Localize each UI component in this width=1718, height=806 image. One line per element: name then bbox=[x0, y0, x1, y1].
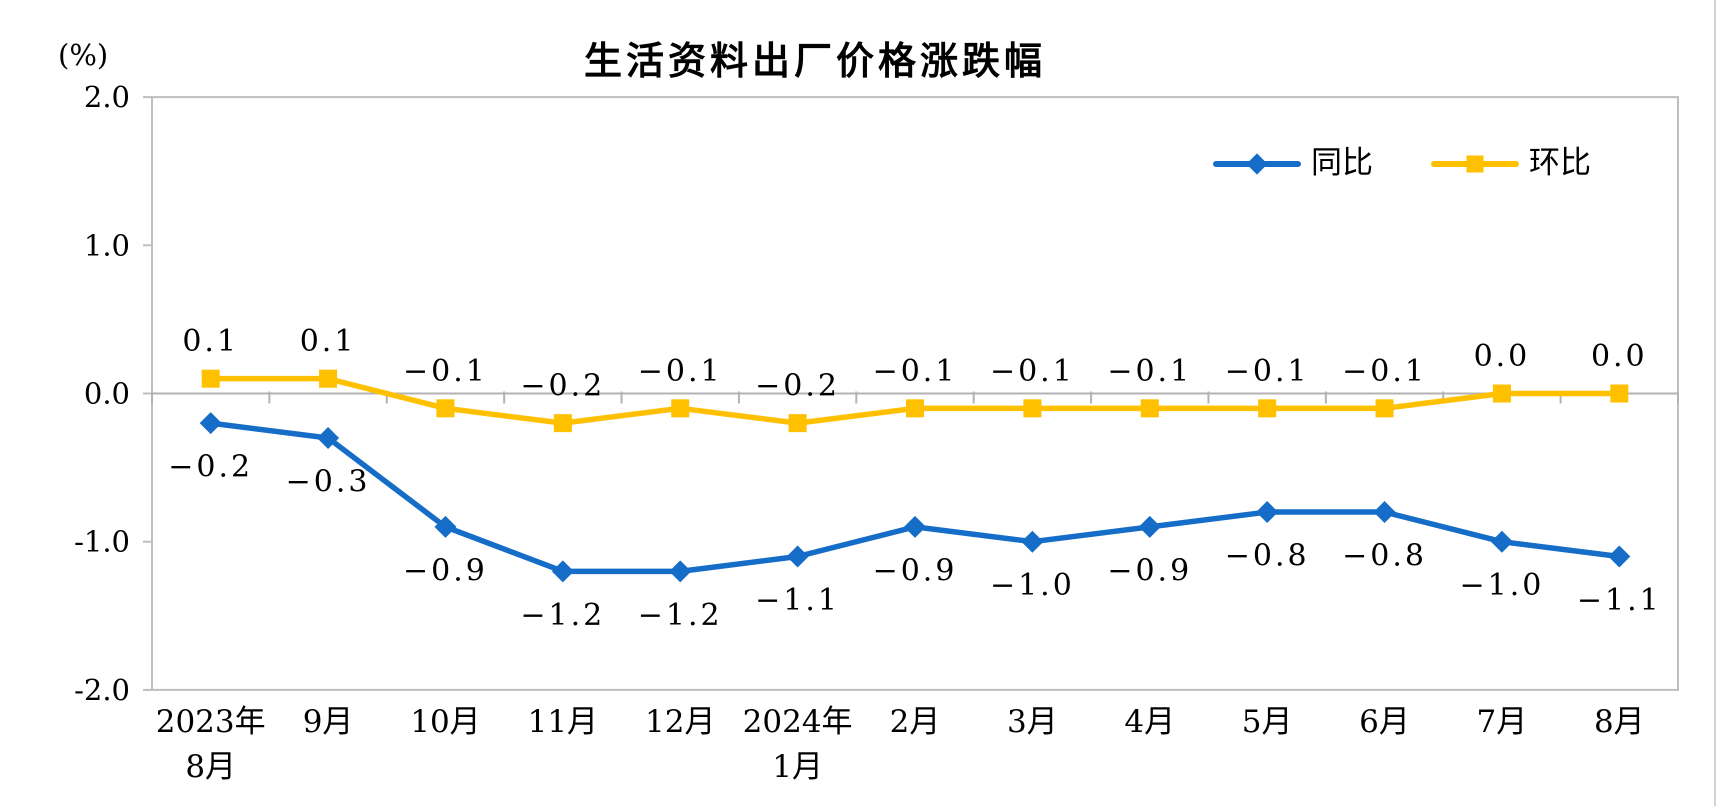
data-label: −1.2 bbox=[638, 598, 723, 633]
data-label: −0.1 bbox=[990, 354, 1075, 389]
data-point-marker bbox=[788, 414, 807, 433]
x-axis-label: 8月 bbox=[185, 749, 236, 785]
data-point-marker bbox=[1256, 501, 1279, 524]
data-label: −0.1 bbox=[638, 354, 723, 389]
data-point-marker bbox=[1490, 530, 1513, 553]
data-label: 0.1 bbox=[300, 324, 357, 359]
data-label: −0.2 bbox=[168, 450, 253, 485]
legend-line-sample-yoy bbox=[1213, 152, 1301, 175]
data-point-marker bbox=[1258, 399, 1277, 418]
x-axis-label: 4月 bbox=[1124, 704, 1175, 740]
data-label: −0.1 bbox=[873, 354, 958, 389]
data-label: −0.3 bbox=[286, 464, 371, 499]
data-point-marker bbox=[1140, 399, 1159, 418]
data-label: −0.1 bbox=[1107, 354, 1192, 389]
data-point-marker bbox=[1021, 530, 1044, 553]
data-point-marker bbox=[319, 369, 338, 388]
data-label: 0.1 bbox=[182, 324, 239, 359]
x-axis-label: 2023年 bbox=[156, 704, 266, 740]
x-axis-label: 10月 bbox=[410, 704, 480, 740]
data-point-marker bbox=[1610, 384, 1629, 403]
data-point-marker bbox=[434, 515, 457, 538]
data-label: −0.2 bbox=[755, 369, 840, 404]
data-label: −1.1 bbox=[755, 583, 840, 618]
screenshot-right-border bbox=[1714, 0, 1716, 806]
data-point-marker bbox=[1373, 501, 1396, 524]
x-axis-label: 8月 bbox=[1594, 704, 1645, 740]
chart-title: 生活资料出厂价格涨跌幅 bbox=[583, 39, 1046, 83]
x-axis-label: 11月 bbox=[528, 704, 598, 740]
y-axis-tick-label: -2.0 bbox=[74, 673, 130, 707]
legend-item-mom: 环比 bbox=[1431, 148, 1591, 179]
x-axis-label: 7月 bbox=[1477, 704, 1528, 740]
legend-line-sample-mom bbox=[1431, 155, 1519, 172]
data-point-marker bbox=[906, 399, 924, 418]
data-point-marker bbox=[553, 414, 572, 433]
data-point-marker bbox=[904, 515, 926, 538]
square-marker-icon bbox=[1466, 155, 1484, 172]
x-axis-label: 12月 bbox=[645, 704, 715, 740]
x-axis-label: 5月 bbox=[1242, 704, 1293, 740]
data-label: 0.0 bbox=[1474, 339, 1531, 374]
data-point-marker bbox=[786, 545, 809, 568]
data-label: −0.2 bbox=[520, 369, 605, 404]
y-axis-unit-label: (%) bbox=[58, 38, 109, 72]
x-axis-label: 2月 bbox=[890, 704, 941, 740]
data-point-marker bbox=[669, 560, 692, 583]
data-point-marker bbox=[671, 399, 690, 418]
data-label: −0.1 bbox=[1342, 354, 1427, 389]
data-point-marker bbox=[201, 369, 220, 388]
data-point-marker bbox=[1608, 545, 1631, 568]
y-axis-tick-label: -1.0 bbox=[74, 525, 130, 559]
data-point-marker bbox=[1375, 399, 1394, 418]
data-point-marker bbox=[199, 412, 222, 435]
data-point-marker bbox=[317, 426, 340, 449]
x-axis-label: 3月 bbox=[1007, 704, 1058, 740]
y-axis-tick-label: 0.0 bbox=[84, 377, 130, 411]
data-label: −1.2 bbox=[520, 598, 605, 633]
x-axis-label: 1月 bbox=[772, 749, 823, 785]
data-label: −0.8 bbox=[1342, 539, 1427, 574]
data-point-marker bbox=[1492, 384, 1511, 403]
data-label: −0.9 bbox=[873, 553, 958, 588]
x-axis-label: 9月 bbox=[303, 704, 354, 740]
x-axis-label: 6月 bbox=[1359, 704, 1410, 740]
data-point-marker bbox=[551, 560, 574, 583]
data-label: −0.8 bbox=[1225, 539, 1310, 574]
data-label: −0.1 bbox=[1225, 354, 1310, 389]
data-label: −0.1 bbox=[403, 354, 488, 389]
legend-label-yoy: 同比 bbox=[1311, 145, 1373, 181]
data-label: −0.9 bbox=[403, 553, 488, 588]
data-label: −1.0 bbox=[1459, 568, 1544, 603]
chart-legend: 同比 环比 bbox=[1213, 148, 1591, 179]
diamond-marker-icon bbox=[1246, 152, 1268, 175]
data-label: −1.0 bbox=[990, 568, 1075, 603]
data-point-marker bbox=[1138, 515, 1161, 538]
y-axis-tick-label: 2.0 bbox=[84, 80, 130, 114]
y-axis-tick-label: 1.0 bbox=[84, 228, 130, 262]
data-point-marker bbox=[436, 399, 455, 418]
legend-item-yoy: 同比 bbox=[1213, 148, 1373, 179]
legend-label-mom: 环比 bbox=[1529, 145, 1591, 181]
data-label: −1.1 bbox=[1577, 583, 1662, 618]
x-axis-label: 2024年 bbox=[743, 704, 853, 740]
data-point-marker bbox=[1023, 399, 1042, 418]
data-label: 0.0 bbox=[1591, 339, 1648, 374]
data-label: −0.9 bbox=[1107, 553, 1192, 588]
